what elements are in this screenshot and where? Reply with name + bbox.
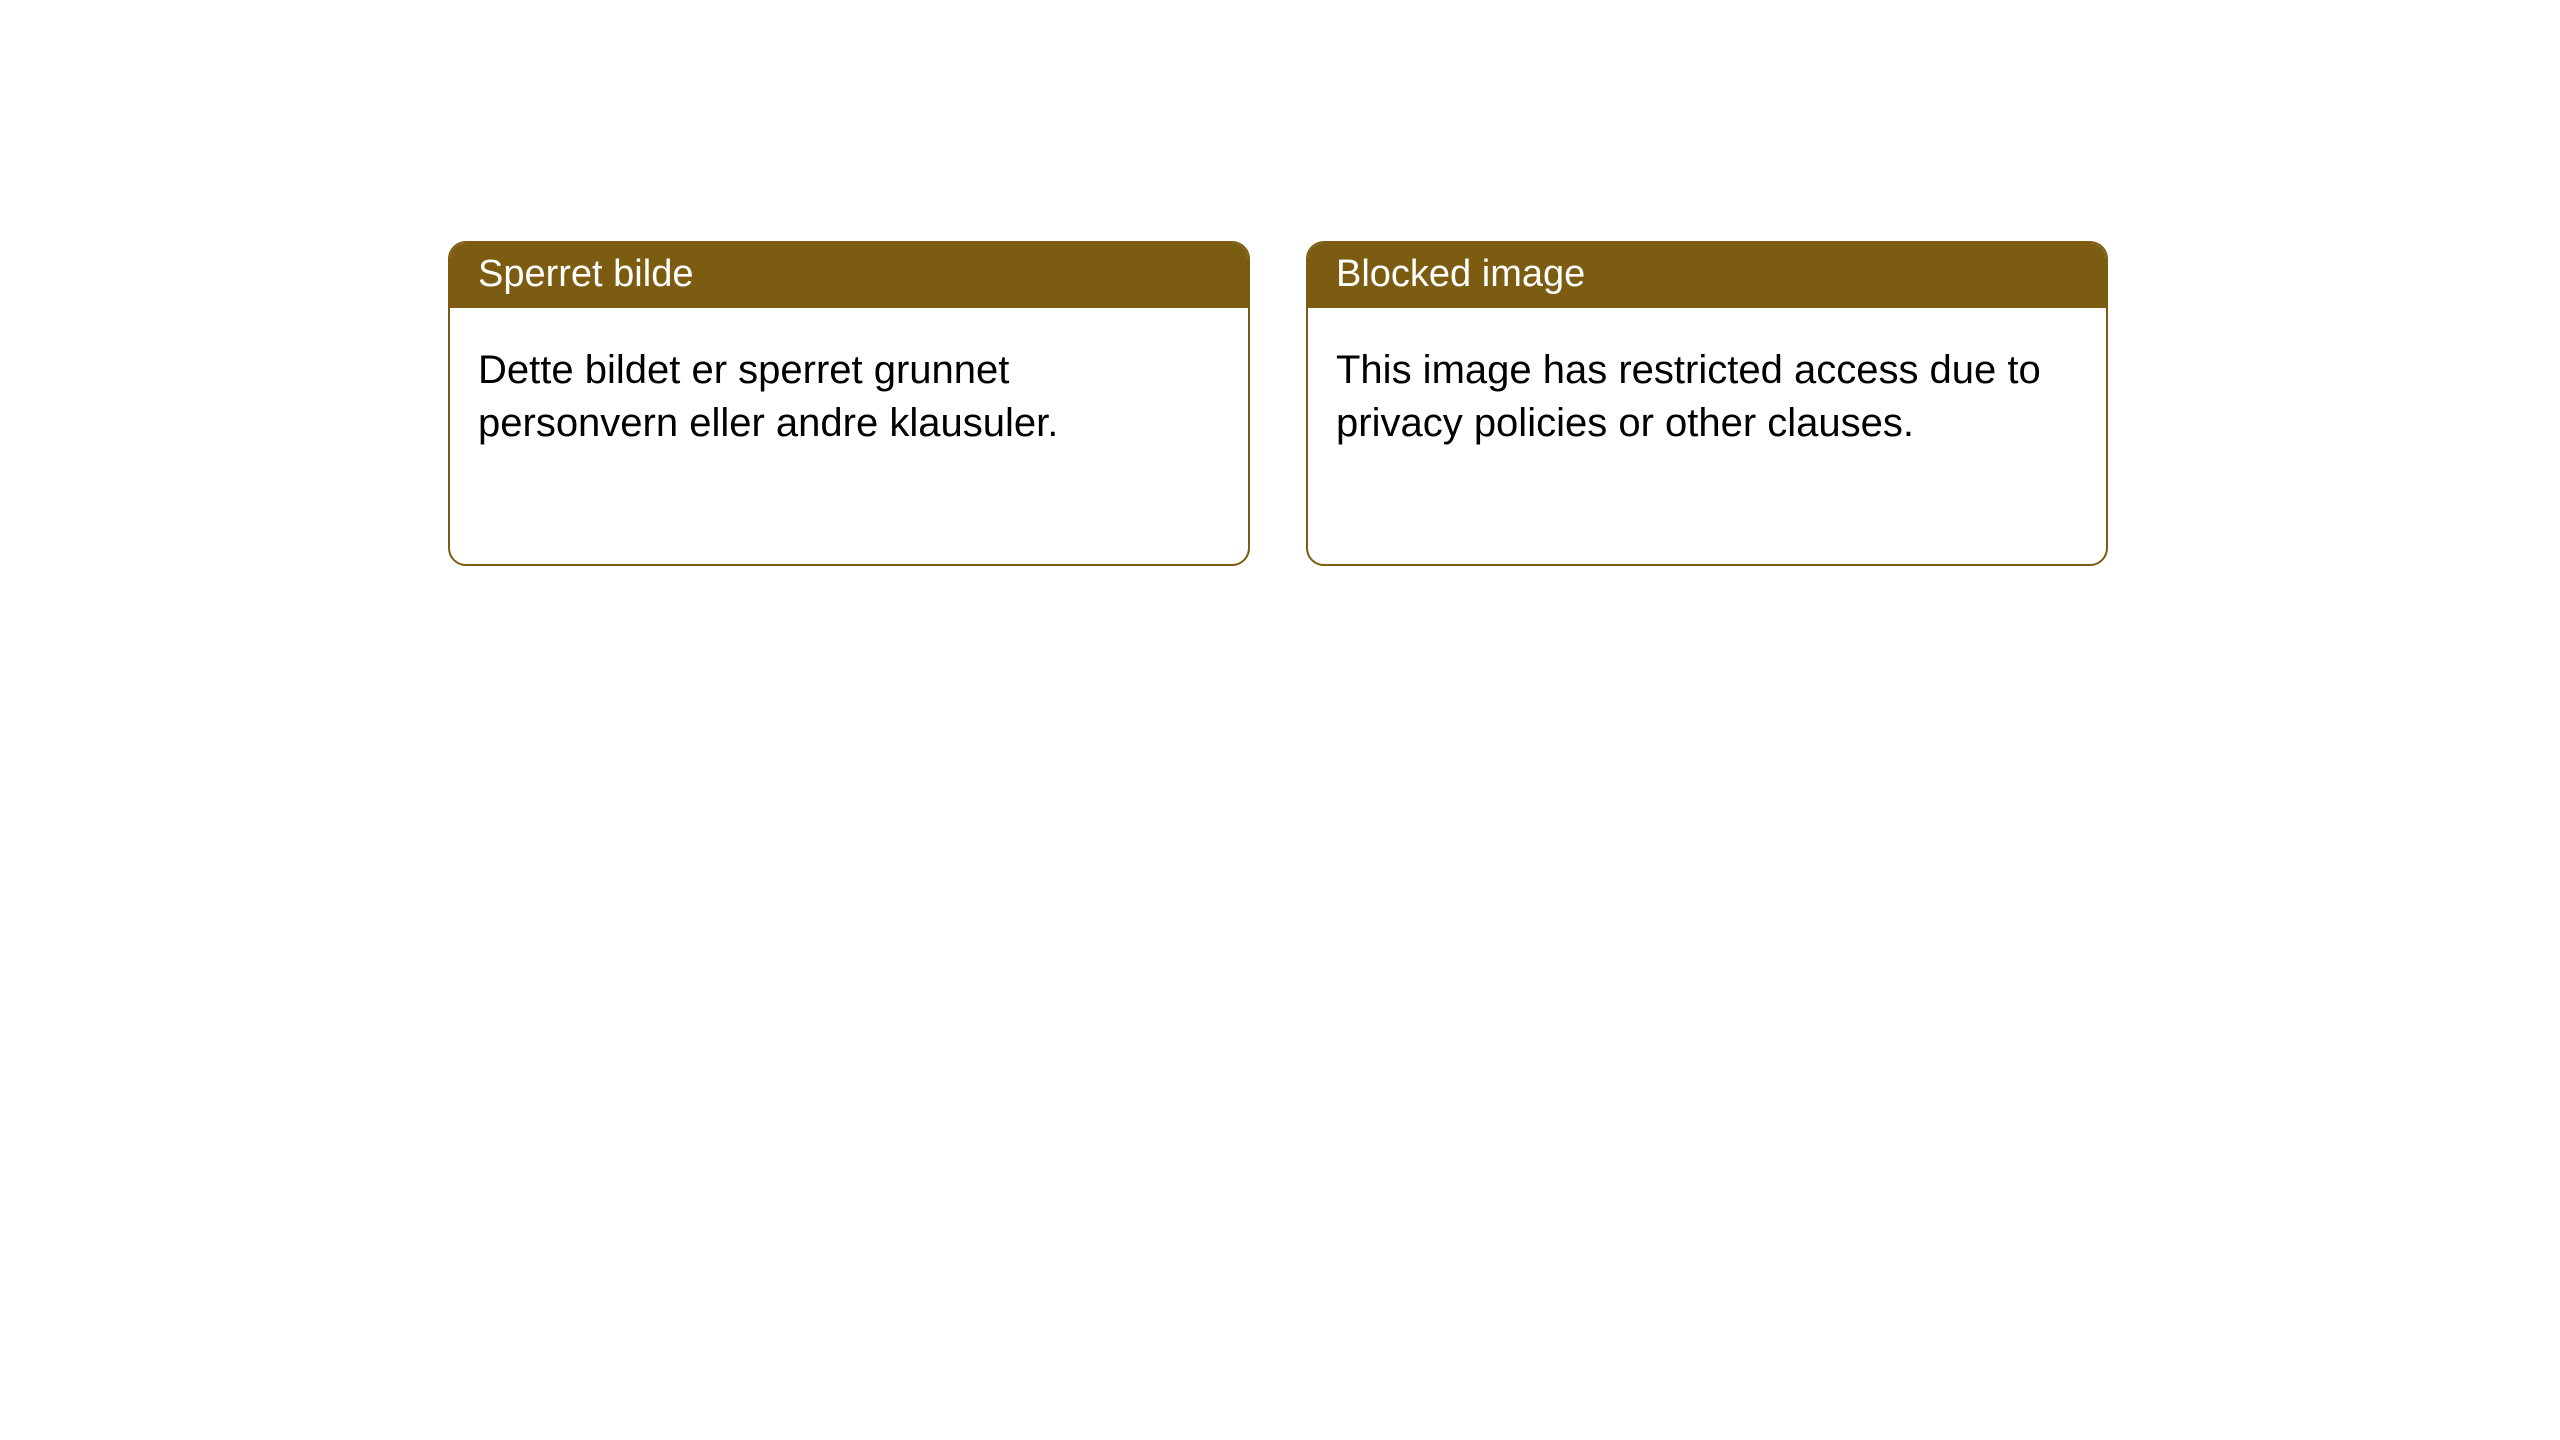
card-body-text: Dette bildet er sperret grunnet personve… <box>478 348 1058 445</box>
card-body: This image has restricted access due to … <box>1308 308 2106 564</box>
card-title: Sperret bilde <box>478 253 693 295</box>
card-title: Blocked image <box>1336 253 1585 295</box>
notice-card-english: Blocked image This image has restricted … <box>1306 241 2108 566</box>
card-header: Blocked image <box>1308 243 2106 308</box>
card-header: Sperret bilde <box>450 243 1248 308</box>
notice-card-norwegian: Sperret bilde Dette bildet er sperret gr… <box>448 241 1250 566</box>
notice-container: Sperret bilde Dette bildet er sperret gr… <box>0 0 2560 566</box>
card-body-text: This image has restricted access due to … <box>1336 348 2041 445</box>
card-body: Dette bildet er sperret grunnet personve… <box>450 308 1248 564</box>
